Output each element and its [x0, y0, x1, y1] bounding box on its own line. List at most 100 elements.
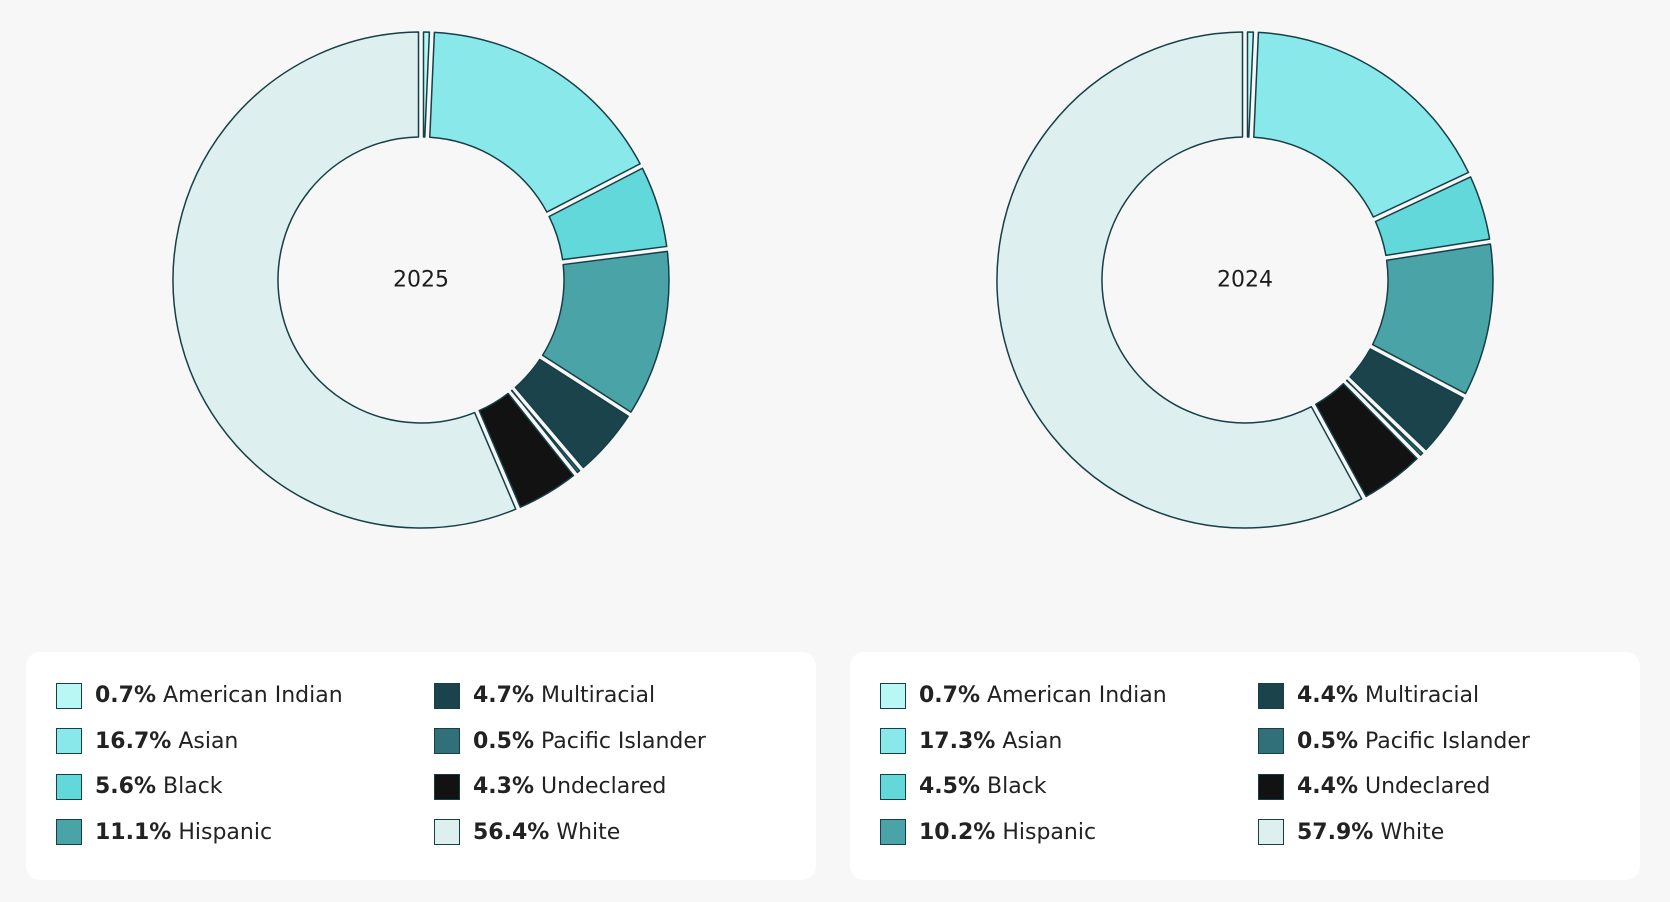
- legend-swatch: [56, 682, 82, 709]
- legend-percent: 4.5%: [919, 774, 981, 799]
- legend-percent: 17.3%: [919, 728, 996, 754]
- legend-label: American Indian: [163, 683, 343, 708]
- legend-text: 4.7% Multiracial: [473, 682, 655, 709]
- slice-black: [548, 167, 668, 261]
- legend-label: Pacific Islander: [1365, 728, 1530, 754]
- legend-swatch: [434, 773, 460, 800]
- legend-label: White: [1380, 819, 1445, 845]
- center-year-label: 2025: [393, 268, 449, 293]
- legend-swatch: [880, 728, 906, 754]
- legend-item-undeclared: 4.3% Undeclared: [434, 773, 706, 800]
- legend-swatch: [1258, 773, 1284, 800]
- center-year-label: 2024: [1217, 268, 1273, 293]
- legend-percent: 4.4%: [1297, 774, 1359, 799]
- legend-percent: 57.9%: [1297, 819, 1374, 845]
- legend-text: 4.3% Undeclared: [473, 773, 666, 800]
- legend-text: 16.7% Asian: [95, 728, 238, 755]
- legend-percent: 4.4%: [1297, 683, 1359, 708]
- slice-white: [996, 31, 1363, 529]
- legend-text: 56.4% White: [473, 819, 620, 846]
- slice-multiracial: [514, 358, 629, 469]
- legend-swatch: [880, 773, 906, 800]
- legend-item-asian: 17.3% Asian: [880, 728, 1167, 755]
- legend-text: 0.5% Pacific Islander: [1297, 728, 1530, 755]
- legend-text: 57.9% White: [1297, 819, 1444, 846]
- legend-percent: 5.6%: [95, 774, 157, 799]
- legend-percent: 10.2%: [919, 819, 996, 845]
- legend-text: 0.7% American Indian: [919, 682, 1167, 709]
- legend-label: Hispanic: [1002, 819, 1097, 845]
- legend-text: 11.1% Hispanic: [95, 819, 272, 846]
- legend-label: Black: [163, 774, 223, 799]
- legend-item-hispanic: 11.1% Hispanic: [56, 819, 343, 846]
- legend-item-black: 4.5% Black: [880, 773, 1167, 800]
- slice-american-indian: [422, 31, 431, 138]
- legend-item-multiracial: 4.4% Multiracial: [1258, 682, 1530, 709]
- legend-swatch: [880, 819, 906, 845]
- legend-item-pacific-islander: 0.5% Pacific Islander: [1258, 728, 1530, 755]
- legend-text: 4.4% Undeclared: [1297, 773, 1490, 800]
- legend-label: Hispanic: [178, 819, 273, 845]
- legend-swatch: [56, 819, 82, 845]
- slice-asian: [429, 31, 641, 213]
- slice-pacific-islander: [510, 389, 581, 474]
- legend-percent: 0.7%: [95, 683, 157, 708]
- legend-text: 0.7% American Indian: [95, 682, 343, 709]
- slice-white: [172, 31, 517, 529]
- legend-swatch: [434, 728, 460, 754]
- slice-asian: [1253, 31, 1470, 218]
- legend-column-1: 0.7% American Indian 16.7% Asian 5.6% Black 11…: [56, 682, 343, 864]
- legend-label: Multiracial: [1365, 683, 1480, 708]
- legend-swatch: [1258, 819, 1284, 845]
- slice-multiracial: [1349, 348, 1464, 451]
- legend-item-white: 56.4% White: [434, 819, 706, 846]
- slice-pacific-islander: [1345, 379, 1424, 456]
- slice-undeclared: [478, 392, 575, 508]
- legend-percent: 4.3%: [473, 774, 535, 799]
- slice-hispanic: [1371, 243, 1494, 395]
- legend-swatch: [56, 728, 82, 754]
- legend-label: Asian: [178, 728, 239, 754]
- legend-item-american-indian: 0.7% American Indian: [880, 682, 1167, 709]
- slice-american-indian: [1246, 31, 1255, 138]
- legend-percent: 0.7%: [919, 683, 981, 708]
- legend-swatch: [1258, 728, 1284, 754]
- legend-swatch: [1258, 682, 1284, 709]
- legend-item-hispanic: 10.2% Hispanic: [880, 819, 1167, 846]
- legend-item-undeclared: 4.4% Undeclared: [1258, 773, 1530, 800]
- legend-label: American Indian: [987, 683, 1167, 708]
- legend-label: White: [556, 819, 621, 845]
- legend-column-2: 4.4% Multiracial 0.5% Pacific Islander 4.4% U…: [1258, 682, 1530, 864]
- legend-label: Multiracial: [541, 683, 656, 708]
- legend-column-1: 0.7% American Indian 17.3% Asian 4.5% Black 10…: [880, 682, 1167, 864]
- legend-swatch: [880, 682, 906, 709]
- legend-percent: 11.1%: [95, 819, 172, 845]
- legend-2024: 0.7% American Indian 17.3% Asian 4.5% Black 10…: [850, 652, 1640, 880]
- legend-percent: 0.5%: [473, 728, 535, 754]
- donut-chart-2025: 2025: [172, 31, 670, 529]
- legend-item-american-indian: 0.7% American Indian: [56, 682, 343, 709]
- slice-undeclared: [1314, 382, 1418, 498]
- legend-2025: 0.7% American Indian 16.7% Asian 5.6% Black 11…: [26, 652, 816, 880]
- legend-swatch: [56, 773, 82, 800]
- legend-item-multiracial: 4.7% Multiracial: [434, 682, 706, 709]
- legend-percent: 56.4%: [473, 819, 550, 845]
- chart-panel-2025: 2025 0.7% American Indian 16.7% Asian 5.6% Bl…: [26, 0, 816, 902]
- legend-text: 4.4% Multiracial: [1297, 682, 1479, 709]
- legend-label: Asian: [1002, 728, 1063, 754]
- legend-label: Pacific Islander: [541, 728, 706, 754]
- legend-column-2: 4.7% Multiracial 0.5% Pacific Islander 4.3% U…: [434, 682, 706, 864]
- legend-percent: 16.7%: [95, 728, 172, 754]
- legend-swatch: [434, 682, 460, 709]
- donut-chart-2024: 2024: [996, 31, 1494, 529]
- legend-text: 5.6% Black: [95, 773, 223, 800]
- chart-panel-2024: 2024 0.7% American Indian 17.3% Asian 4.5% Bl…: [850, 0, 1640, 902]
- slice-hispanic: [541, 250, 670, 413]
- legend-text: 10.2% Hispanic: [919, 819, 1096, 846]
- legend-percent: 0.5%: [1297, 728, 1359, 754]
- legend-item-pacific-islander: 0.5% Pacific Islander: [434, 728, 706, 755]
- slice-black: [1374, 176, 1491, 257]
- legend-label: Black: [987, 774, 1047, 799]
- legend-swatch: [434, 819, 460, 845]
- legend-text: 17.3% Asian: [919, 728, 1062, 755]
